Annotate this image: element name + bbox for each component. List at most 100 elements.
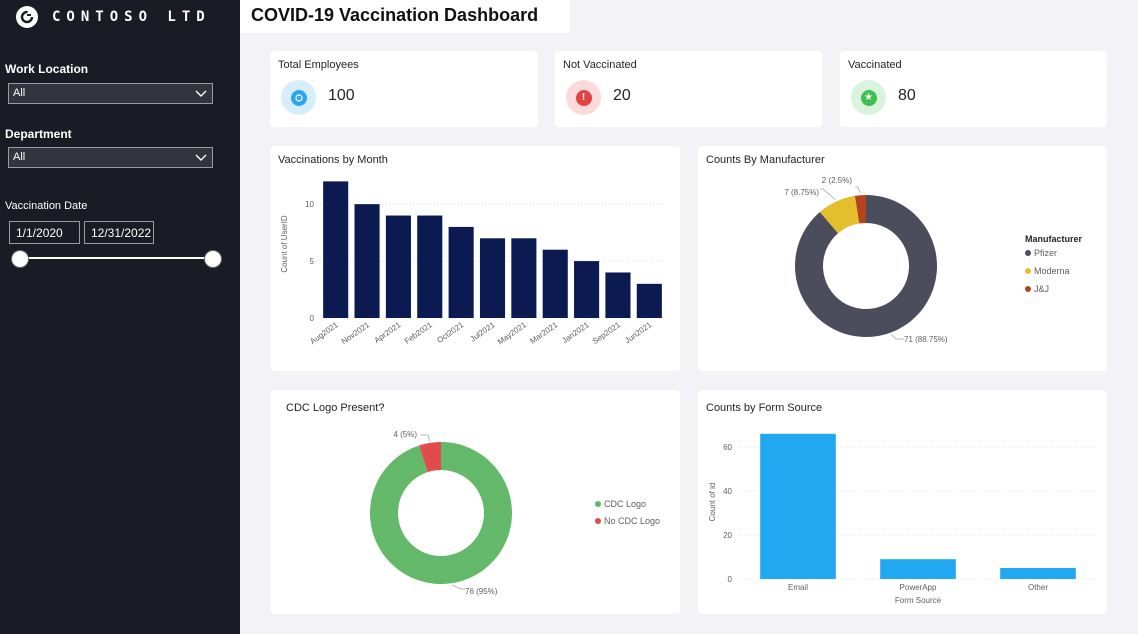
counts-by-manufacturer-chart: 71 (88.75%) 7 (8.75%)2 (2.5%) Manufacturer… [784, 176, 1083, 344]
y-tick-label: 10 [305, 200, 314, 209]
filter-sidebar: CONTOSO LTD Work Location All Department… [0, 0, 240, 634]
start-date-input[interactable]: 1/1/2020 [9, 221, 80, 244]
bar-powerapp [880, 559, 956, 579]
bar-oct2021 [448, 226, 474, 318]
y-tick-label: 0 [728, 575, 733, 584]
bar-feb2021 [417, 215, 443, 318]
x-tick-label: May2021 [496, 320, 529, 347]
slice-moderna [819, 195, 860, 234]
data-label-j-j: 2 (2.5%) [822, 176, 853, 185]
leader-line [891, 334, 904, 340]
slice-pfizer [795, 195, 937, 337]
bar-apr2021 [385, 215, 411, 318]
bar-nov2021 [354, 204, 380, 318]
x-tick-label: Oct2021 [435, 320, 465, 345]
leader-line [820, 188, 836, 200]
legend-marker-j-j [1025, 286, 1031, 292]
bar-other [1000, 568, 1076, 579]
x-tick-label: Apr2021 [373, 320, 403, 345]
chevron-down-icon [195, 90, 207, 97]
cdc-logo-card: CDC Logo Present? 76 (95%) 4 (5%) CDC Logo… [270, 390, 680, 614]
kpi-vaccinated-value: 80 [898, 87, 916, 104]
date-slider-start-handle[interactable] [11, 250, 29, 268]
legend-j-j: J&J [1034, 284, 1049, 294]
kpi-total-value: 100 [328, 87, 355, 104]
data-label-cdc-logo: 76 (95%) [465, 587, 498, 596]
brand-logo: CONTOSO LTD [16, 6, 211, 28]
contoso-logo-icon [16, 6, 38, 28]
alert-icon: ! [566, 80, 601, 115]
x-tick-label: Jul2021 [469, 320, 498, 344]
bar-email [760, 433, 836, 579]
kpi-vaccinated-label: Vaccinated [848, 59, 902, 71]
bar-may2021 [511, 238, 537, 318]
y-tick-label: 60 [723, 443, 732, 452]
employees-icon [281, 80, 316, 115]
legend-title: Manufacturer [1025, 234, 1083, 244]
counts-by-form-source-chart: 0 20 40 60 Email PowerApp Other Count of id Form… [708, 433, 1098, 605]
data-label-moderna: 7 (8.75%) [784, 188, 819, 197]
y-axis-label: Count of id [708, 483, 717, 522]
department-value: All [13, 151, 26, 163]
kpi-not-vaccinated-value: 20 [613, 87, 631, 104]
bar-jan2021 [574, 261, 600, 318]
department-label: Department [5, 127, 72, 141]
kpi-not-vaccinated-label: Not Vaccinated [563, 59, 637, 71]
slice-cdc-logo [370, 442, 512, 584]
bar-jul2021 [479, 238, 506, 318]
legend-no-cdc-logo: No CDC Logo [604, 516, 660, 526]
data-label-no-cdc-logo: 4 (5%) [393, 430, 417, 439]
vaccinations-by-month-card: Vaccinations by Month 0 5 10 Aug2021 Nov2021… [270, 146, 680, 371]
y-axis-label: Count of UserID [280, 215, 289, 273]
leader-line [420, 434, 430, 441]
kpi-card-not-vaccinated: Not Vaccinated ! 20 [555, 51, 822, 127]
page-title: COVID-19 Vaccination Dashboard [251, 5, 539, 25]
slice-j-j [854, 195, 866, 224]
x-tick-label: Other [1028, 583, 1048, 592]
data-label-pfizer: 71 (88.75%) [904, 335, 948, 344]
bar-sep2021 [605, 272, 631, 318]
y-tick-label: 5 [310, 257, 315, 266]
slice-no-cdc-logo [419, 442, 441, 473]
vaccinations-by-month-title: Vaccinations by Month [278, 154, 388, 166]
x-tick-label: Mar2021 [528, 320, 559, 346]
work-location-select[interactable]: All [8, 83, 213, 104]
x-axis-label: Form Source [895, 596, 942, 605]
x-tick-label: Nov2021 [340, 320, 372, 346]
legend-marker-no-cdc-logo [595, 518, 601, 524]
bar-jun2021 [636, 283, 662, 318]
kpi-card-total: Total Employees 100 [270, 51, 538, 127]
legend-marker-pfizer [1025, 250, 1031, 256]
cdc-logo-title: CDC Logo Present? [286, 402, 385, 414]
vaccination-date-label: Vaccination Date [5, 200, 88, 212]
bar-aug2021 [323, 181, 349, 318]
leader-line [452, 584, 465, 590]
cdc-logo-chart: 76 (95%) 4 (5%) CDC Logo No CDC Logo [370, 430, 660, 596]
legend-pfizer: Pfizer [1034, 248, 1057, 258]
counts-by-form-source-card: Counts by Form Source 0 20 40 60 Email PowerA… [698, 390, 1107, 614]
x-tick-label: Feb2021 [403, 320, 434, 346]
legend-moderna: Moderna [1034, 266, 1070, 276]
y-tick-label: 0 [310, 314, 315, 323]
leader-line [855, 186, 861, 194]
star-icon: ★ [851, 80, 886, 115]
work-location-value: All [13, 87, 26, 99]
department-select[interactable]: All [8, 147, 213, 168]
y-tick-label: 20 [723, 531, 732, 540]
end-date-input[interactable]: 12/31/2022 [84, 221, 154, 244]
x-tick-label: Jun2021 [623, 320, 654, 345]
y-tick-label: 40 [723, 487, 732, 496]
counts-by-manufacturer-card: Counts By Manufacturer 71 (88.75%) 7 (8.7… [698, 146, 1107, 371]
counts-by-form-source-title: Counts by Form Source [706, 402, 823, 414]
chevron-down-icon [195, 154, 207, 161]
legend-marker-moderna [1025, 268, 1031, 274]
brand-name: CONTOSO LTD [52, 9, 211, 25]
kpi-card-vaccinated: Vaccinated ★ 80 [840, 51, 1107, 127]
date-slider-end-handle[interactable] [204, 250, 222, 268]
x-tick-label: Email [788, 583, 808, 592]
counts-by-manufacturer-title: Counts By Manufacturer [706, 154, 825, 166]
legend-cdc-logo: CDC Logo [604, 499, 646, 509]
x-tick-label: Jan2021 [560, 320, 591, 345]
date-slider-track[interactable] [20, 257, 213, 259]
